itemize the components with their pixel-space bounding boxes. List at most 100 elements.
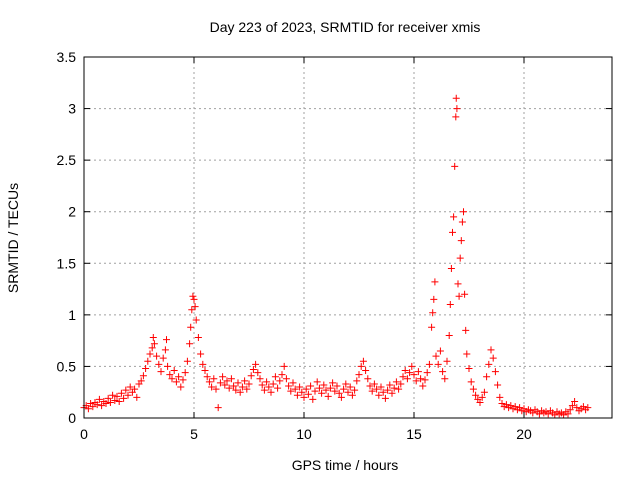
data-point-marker (144, 357, 152, 365)
data-point-marker (252, 360, 260, 368)
data-point-marker (191, 303, 199, 311)
data-point-marker (238, 383, 246, 391)
data-point-marker (379, 388, 387, 396)
data-point-marker (439, 368, 447, 376)
data-point-marker (249, 366, 257, 374)
data-point-marker (340, 385, 348, 393)
y-tick-label: 0.5 (57, 358, 77, 374)
data-point-marker (234, 379, 242, 387)
data-point-marker (432, 352, 440, 360)
data-point-marker (133, 393, 141, 401)
data-point-marker (157, 368, 165, 376)
data-point-marker (452, 94, 460, 102)
y-tick-label: 1 (68, 307, 76, 323)
data-point-marker (223, 377, 231, 385)
data-point-marker (322, 386, 330, 394)
data-point-marker (102, 400, 110, 408)
data-point-marker (399, 373, 407, 381)
data-point-marker (241, 377, 249, 385)
data-point-marker (199, 360, 207, 368)
data-point-marker (113, 392, 121, 400)
data-point-marker (131, 385, 139, 393)
data-point-marker (98, 402, 106, 410)
data-point-marker (452, 113, 460, 121)
data-point-marker (163, 336, 170, 344)
data-point-marker (172, 378, 180, 386)
data-point-marker (403, 375, 411, 383)
data-point-marker (342, 380, 350, 388)
data-point-marker (149, 334, 157, 342)
data-point-marker (124, 391, 132, 399)
data-point-marker (491, 368, 499, 376)
data-point-marker (450, 213, 458, 221)
data-point-marker (584, 404, 592, 412)
data-point-marker (269, 380, 277, 388)
data-point-marker (417, 375, 425, 383)
y-tick-label: 0 (68, 410, 76, 426)
data-point-marker (320, 381, 328, 389)
data-point-marker (419, 382, 427, 390)
data-point-marker (457, 237, 465, 245)
data-point-marker (309, 395, 317, 403)
data-point-marker (265, 383, 273, 391)
data-point-marker (430, 295, 438, 303)
data-point-marker (243, 385, 251, 393)
data-point-marker (568, 402, 576, 410)
data-point-marker (431, 278, 439, 286)
data-point-marker (104, 394, 112, 402)
data-point-marker (183, 357, 191, 365)
data-point-marker (190, 295, 198, 303)
data-point-marker (197, 350, 205, 358)
data-point-marker (412, 377, 420, 385)
data-point-marker (401, 367, 409, 375)
data-point-marker (329, 379, 337, 387)
data-point-marker (271, 373, 279, 381)
data-point-marker (368, 387, 376, 395)
data-point-marker (421, 376, 429, 384)
data-point-marker (423, 369, 431, 377)
data-point-marker (346, 383, 354, 391)
data-point-marker (168, 375, 176, 383)
data-point-marker (324, 392, 332, 400)
data-point-marker (216, 379, 224, 387)
data-point-marker (274, 384, 282, 392)
data-point-marker (304, 390, 312, 398)
data-point-marker (375, 391, 383, 399)
data-point-marker (296, 383, 304, 391)
data-point-marker (494, 381, 502, 389)
data-point-marker (381, 394, 389, 402)
data-point-marker (333, 382, 341, 390)
data-point-marker (483, 373, 491, 381)
data-point-marker (566, 406, 574, 414)
data-point-marker (164, 362, 172, 370)
data-point-marker (150, 340, 158, 348)
data-point-marker (188, 306, 196, 314)
data-point-marker (406, 369, 414, 377)
data-point-marker (208, 383, 216, 391)
y-tick-label: 3 (68, 101, 76, 117)
data-point-marker (181, 369, 189, 377)
data-point-marker (465, 364, 473, 372)
data-point-marker (485, 360, 493, 368)
data-point-marker (408, 362, 416, 370)
data-point-marker (476, 399, 484, 407)
data-point-marker (245, 380, 253, 388)
data-point-marker (478, 393, 486, 401)
data-point-marker (210, 375, 218, 383)
data-point-marker (362, 367, 370, 375)
data-point-marker (263, 378, 271, 386)
data-point-marker (388, 389, 396, 397)
data-point-marker (311, 387, 319, 395)
data-point-marker (205, 378, 213, 386)
chart-title: Day 223 of 2023, SRMTID for receiver xmi… (210, 19, 481, 35)
data-point-marker (227, 375, 235, 383)
data-point-marker (258, 381, 266, 389)
grid-lines (84, 57, 612, 418)
y-tick-label: 3.5 (57, 49, 77, 65)
data-point-marker (175, 373, 183, 381)
data-point-marker (453, 105, 461, 113)
data-point-marker (462, 326, 470, 334)
data-point-marker (564, 410, 572, 418)
data-point-marker (187, 323, 195, 331)
